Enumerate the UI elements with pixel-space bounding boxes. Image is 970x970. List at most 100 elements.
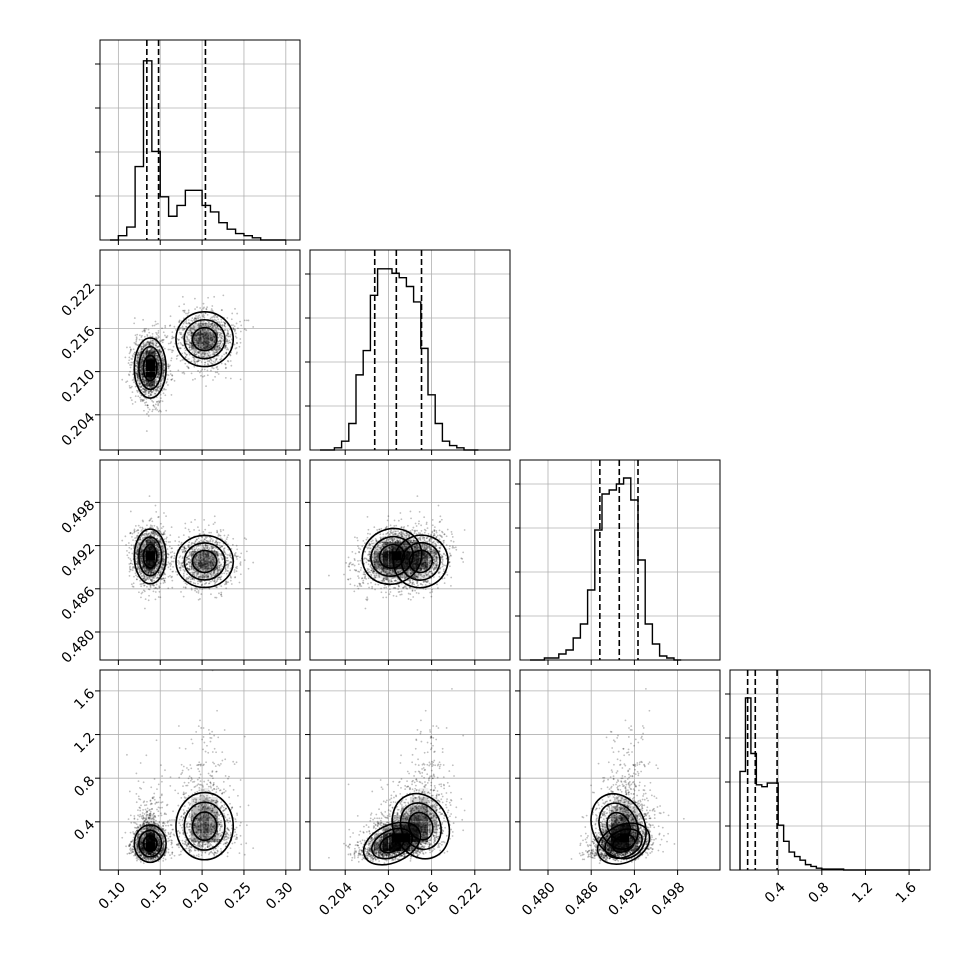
scatter-point [142,318,145,321]
scatter-point [164,394,167,397]
scatter-point [206,572,209,575]
scatter-point [155,401,158,403]
density-cell [146,377,156,387]
scatter-point [194,589,196,592]
density-cell [392,542,402,552]
scatter-point [221,337,223,340]
scatter-point [194,561,197,563]
scatter-point [177,369,180,372]
scatter-point [178,338,180,341]
scatter-point [159,384,162,387]
scatter-point [134,401,137,403]
scatter-point [185,312,187,315]
scatter-point [165,540,168,543]
scatter-point [158,590,161,593]
scatter-point [238,345,241,348]
scatter-point [148,532,151,535]
scatter-point [140,548,143,551]
scatter-point [149,372,152,375]
scatter-point [166,548,169,550]
scatter-point [131,361,134,364]
density-cell [401,815,411,825]
scatter-point [197,526,199,529]
scatter-point [167,367,170,369]
scatter-point [209,580,212,583]
scatter-point [210,537,213,540]
scatter-point [154,586,157,589]
scatter-point [155,583,158,586]
scatter-point [218,560,220,562]
density-cell [137,542,147,552]
scatter-point [145,383,148,386]
scatter-point [150,341,152,344]
scatter-point [171,331,174,334]
scatter-point [135,574,137,577]
scatter-point [189,559,192,561]
scatter-point [201,588,204,591]
scatter-point [131,391,134,393]
scatter-point [200,309,203,312]
scatter-point [157,337,159,339]
scatter-point [161,400,164,403]
scatter-point [163,512,165,514]
scatter-point [202,314,205,317]
scatter-point [209,344,212,347]
scatter-point [151,399,153,402]
density-cell [209,323,219,333]
scatter-point [183,570,186,573]
density-cell [155,842,165,852]
scatter-point [147,365,150,368]
scatter-point [173,336,176,339]
scatter-point [210,558,213,560]
scatter-point [209,354,212,357]
scatter-point [200,320,202,323]
density-cell [209,797,219,807]
scatter-point [225,538,228,541]
density-cell [146,833,156,843]
scatter-point [147,352,150,355]
scatter-point [128,384,131,387]
scatter-point [127,542,130,544]
density-cell [620,797,630,807]
scatter-point [143,330,146,333]
scatter-point [148,350,151,352]
density-cell [374,542,384,552]
scatter-point [142,390,145,393]
scatter-point [195,360,198,363]
scatter-point [171,378,174,380]
scatter-point [187,528,190,531]
scatter-point [199,324,202,327]
scatter-point [215,358,218,361]
density-cell [392,551,402,561]
scatter-point [215,327,218,330]
scatter-point [193,578,196,581]
scatter-point [150,571,153,574]
scatter-point [171,550,174,553]
scatter-point [231,312,234,315]
density-cell [383,842,393,852]
scatter-point [140,592,143,595]
scatter-point [169,373,172,375]
scatter-point [213,515,216,518]
scatter-point [189,553,192,556]
density-cell [200,332,210,342]
scatter-point [188,561,191,564]
density-cell [401,533,411,543]
scatter-point [148,367,151,369]
scatter-point [200,374,202,377]
scatter-point [147,328,150,331]
scatter-point [128,359,131,362]
scatter-point [239,341,242,344]
scatter-point [162,372,165,375]
scatter-point [210,339,213,342]
density-cell [392,560,402,570]
scatter-point [131,403,134,405]
scatter-point [202,307,205,310]
scatter-point [232,327,235,329]
scatter-point [201,332,204,335]
scatter-point [203,352,206,355]
density-cell [401,551,411,561]
scatter-point [217,535,220,537]
scatter-point [169,565,172,567]
scatter-point [141,373,144,376]
